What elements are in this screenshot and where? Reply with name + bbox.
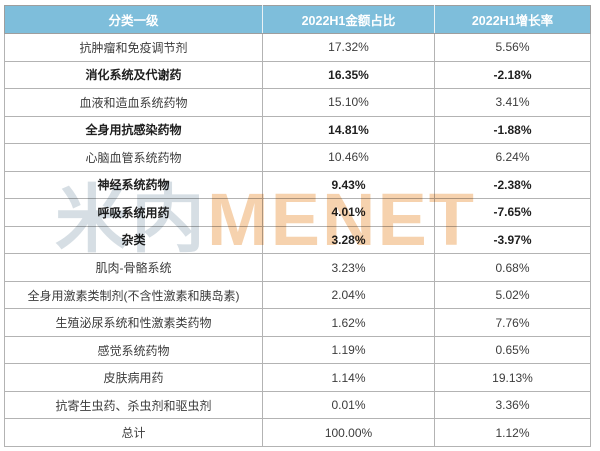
table-body: 抗肿瘤和免疫调节剂 17.32% 5.56% 消化系统及代谢药 16.35% -2.18%… — [4, 33, 591, 447]
cell-share: 1.19% — [262, 335, 435, 365]
table-row: 全身用抗感染药物 14.81% -1.88% — [4, 115, 591, 145]
table-row: 抗肿瘤和免疫调节剂 17.32% 5.56% — [4, 33, 591, 62]
cell-growth: 5.02% — [434, 280, 591, 310]
table-row: 总计 100.00% 1.12% — [4, 418, 591, 447]
cell-growth: -3.97% — [434, 225, 591, 255]
cell-growth: 3.36% — [434, 390, 591, 420]
cell-growth: 19.13% — [434, 363, 591, 392]
cell-share: 4.01% — [262, 198, 435, 227]
cell-share: 1.62% — [262, 308, 435, 337]
header-growth: 2022H1增长率 — [434, 5, 591, 34]
cell-growth: 3.41% — [434, 88, 591, 117]
cell-share: 9.43% — [262, 170, 435, 200]
table-row: 感觉系统药物 1.19% 0.65% — [4, 335, 591, 365]
cell-category: 全身用激素类制剂(不含性激素和胰岛素) — [4, 280, 263, 310]
cell-share: 3.23% — [262, 253, 435, 282]
cell-share: 14.81% — [262, 115, 435, 145]
cell-category: 杂类 — [4, 225, 263, 255]
cell-category: 总计 — [4, 418, 263, 447]
table-row: 肌肉-骨骼系统 3.23% 0.68% — [4, 253, 591, 282]
table-row: 生殖泌尿系统和性激素类药物 1.62% 7.76% — [4, 308, 591, 337]
cell-category: 心脑血管系统药物 — [4, 143, 263, 172]
header-category: 分类一级 — [4, 5, 263, 34]
category-share-growth-table: 分类一级 2022H1金额占比 2022H1增长率 抗肿瘤和免疫调节剂 17.32… — [4, 5, 591, 447]
cell-growth: -2.18% — [434, 60, 591, 90]
table-header: 分类一级 2022H1金额占比 2022H1增长率 — [4, 5, 591, 34]
cell-category: 神经系统药物 — [4, 170, 263, 200]
cell-category: 血液和造血系统药物 — [4, 88, 263, 117]
cell-category: 皮肤病用药 — [4, 363, 263, 392]
cell-growth: 0.65% — [434, 335, 591, 365]
cell-category: 生殖泌尿系统和性激素类药物 — [4, 308, 263, 337]
cell-share: 17.32% — [262, 33, 435, 62]
cell-share: 16.35% — [262, 60, 435, 90]
cell-growth: 6.24% — [434, 143, 591, 172]
cell-category: 全身用抗感染药物 — [4, 115, 263, 145]
header-row: 分类一级 2022H1金额占比 2022H1增长率 — [4, 5, 591, 34]
table-row: 心脑血管系统药物 10.46% 6.24% — [4, 143, 591, 172]
cell-share: 10.46% — [262, 143, 435, 172]
cell-growth: -1.88% — [434, 115, 591, 145]
cell-category: 感觉系统药物 — [4, 335, 263, 365]
cell-share: 100.00% — [262, 418, 435, 447]
table-row: 神经系统药物 9.43% -2.38% — [4, 170, 591, 200]
cell-share: 15.10% — [262, 88, 435, 117]
cell-category: 呼吸系统用药 — [4, 198, 263, 227]
cell-growth: 0.68% — [434, 253, 591, 282]
cell-share: 1.14% — [262, 363, 435, 392]
table-row: 全身用激素类制剂(不含性激素和胰岛素) 2.04% 5.02% — [4, 280, 591, 310]
table-row: 消化系统及代谢药 16.35% -2.18% — [4, 60, 591, 90]
cell-growth: 5.56% — [434, 33, 591, 62]
cell-category: 抗肿瘤和免疫调节剂 — [4, 33, 263, 62]
cell-share: 2.04% — [262, 280, 435, 310]
table-row: 血液和造血系统药物 15.10% 3.41% — [4, 88, 591, 117]
header-share: 2022H1金额占比 — [262, 5, 435, 34]
cell-growth: 1.12% — [434, 418, 591, 447]
cell-category: 抗寄生虫药、杀虫剂和驱虫剂 — [4, 390, 263, 420]
cell-category: 肌肉-骨骼系统 — [4, 253, 263, 282]
table-row: 抗寄生虫药、杀虫剂和驱虫剂 0.01% 3.36% — [4, 390, 591, 420]
cell-growth: -7.65% — [434, 198, 591, 227]
cell-share: 3.28% — [262, 225, 435, 255]
cell-share: 0.01% — [262, 390, 435, 420]
table-row: 杂类 3.28% -3.97% — [4, 225, 591, 255]
cell-growth: -2.38% — [434, 170, 591, 200]
cell-growth: 7.76% — [434, 308, 591, 337]
table-row: 皮肤病用药 1.14% 19.13% — [4, 363, 591, 392]
cell-category: 消化系统及代谢药 — [4, 60, 263, 90]
table-row: 呼吸系统用药 4.01% -7.65% — [4, 198, 591, 227]
